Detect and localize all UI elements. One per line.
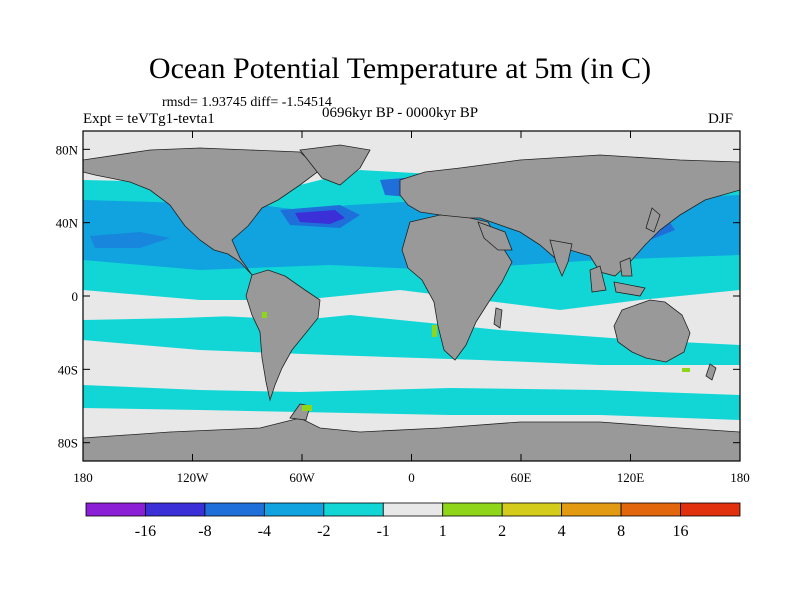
lon-tick-label: 120W [177,470,210,485]
new-zealand [705,363,717,381]
lat-tick-label: 0 [72,289,79,304]
colorbar-label: -2 [317,523,330,540]
colorbar-swatch [501,502,563,517]
india [549,239,573,278]
colorbar-swatch [680,502,741,517]
season-label: DJF [708,111,734,127]
colorbar-label: -4 [258,523,271,540]
madagascar [493,307,503,329]
lat-tick-label: 80S [58,436,78,451]
arabia [477,221,513,251]
colorbar-swatch [263,502,325,517]
colorbar-label: 8 [617,523,625,540]
lon-tick-label: 0 [408,470,415,485]
greenland [299,144,371,186]
map-plot-area [83,131,740,461]
colorbar-swatch [85,502,146,517]
colorbar: -16 -8 -4 -2 -1 1 2 4 8 16 [85,502,741,540]
lat-tick-label: 80N [56,142,79,157]
southeast-asia-islands [589,257,646,297]
australia [613,299,691,363]
period-label: 0696kyr BP - 0000kyr BP [322,105,479,121]
lat-tick-label: 40S [58,362,78,377]
south-america [245,269,321,402]
colorbar-swatch [620,502,681,517]
longitude-axis: 180 120W 60W 0 60E 120E 180 [73,131,750,485]
land-masses [83,144,740,461]
lon-tick-label: 60W [289,470,315,485]
warming-spots [262,312,690,411]
colorbar-label: 16 [673,523,689,540]
colorbar-label: -1 [377,523,390,540]
colorbar-label: 1 [439,523,447,540]
latitude-axis: 80N 40N 0 40S 80S [56,142,740,451]
lon-tick-label: 180 [730,470,750,485]
colorbar-label: -8 [198,523,211,540]
map-title: Ocean Potential Temperature at 5m (in C) [148,52,652,85]
japan [645,207,661,233]
stats-line: rmsd= 1.93745 diff= -1.54514 [162,95,332,110]
africa [401,214,513,361]
colorbar-swatch [204,502,265,517]
antarctica [83,417,740,461]
colorbar-swatch [561,502,622,517]
colorbar-label: 4 [558,523,566,540]
lon-tick-label: 180 [73,470,93,485]
colorbar-swatch [323,502,384,517]
experiment-label: Expt = teVTg1-tevta1 [83,111,215,127]
colorbar-swatch [145,502,206,517]
lon-tick-label: 120E [617,470,645,485]
colorbar-label: -16 [135,523,156,540]
lat-tick-label: 40N [56,216,79,231]
colorbar-swatch [442,502,503,517]
colorbar-label: 2 [498,523,506,540]
lon-tick-label: 60E [511,470,532,485]
colorbar-swatch [382,502,444,517]
